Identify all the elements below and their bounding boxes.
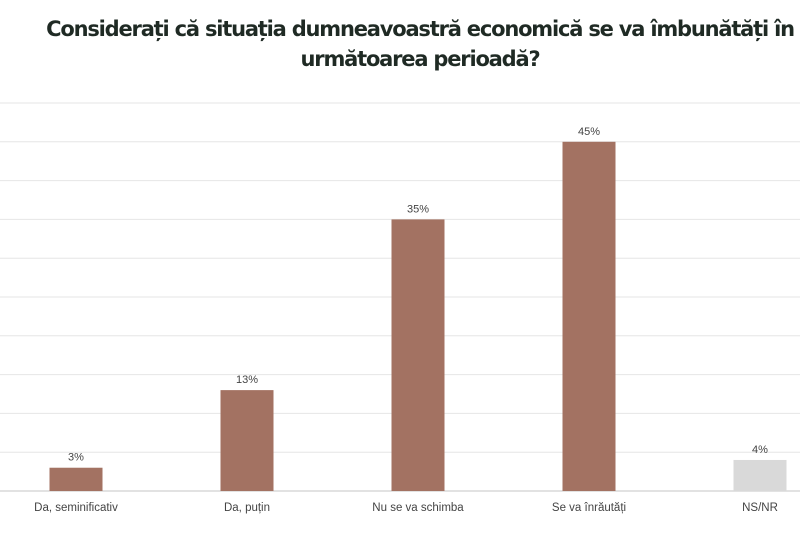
bar (562, 141, 616, 492)
x-tick-label: Nu se va schimba (372, 502, 464, 514)
data-label: 45% (578, 126, 600, 138)
data-label: 4% (752, 444, 768, 456)
x-tick-label: Da, puțin (224, 502, 270, 514)
x-tick-label: Se va înrăutăți (552, 502, 626, 514)
bar (733, 459, 787, 491)
chart-title: Considerați că situația dumneavoastră ec… (46, 17, 795, 71)
bar (49, 467, 103, 491)
data-label: 3% (68, 452, 84, 464)
x-tick-label: Da, seminificativ (34, 502, 118, 514)
data-label: 13% (236, 374, 258, 386)
data-label: 35% (407, 203, 429, 215)
bar (220, 390, 274, 491)
bar (391, 219, 445, 491)
x-tick-label: NS/NR (742, 502, 778, 514)
